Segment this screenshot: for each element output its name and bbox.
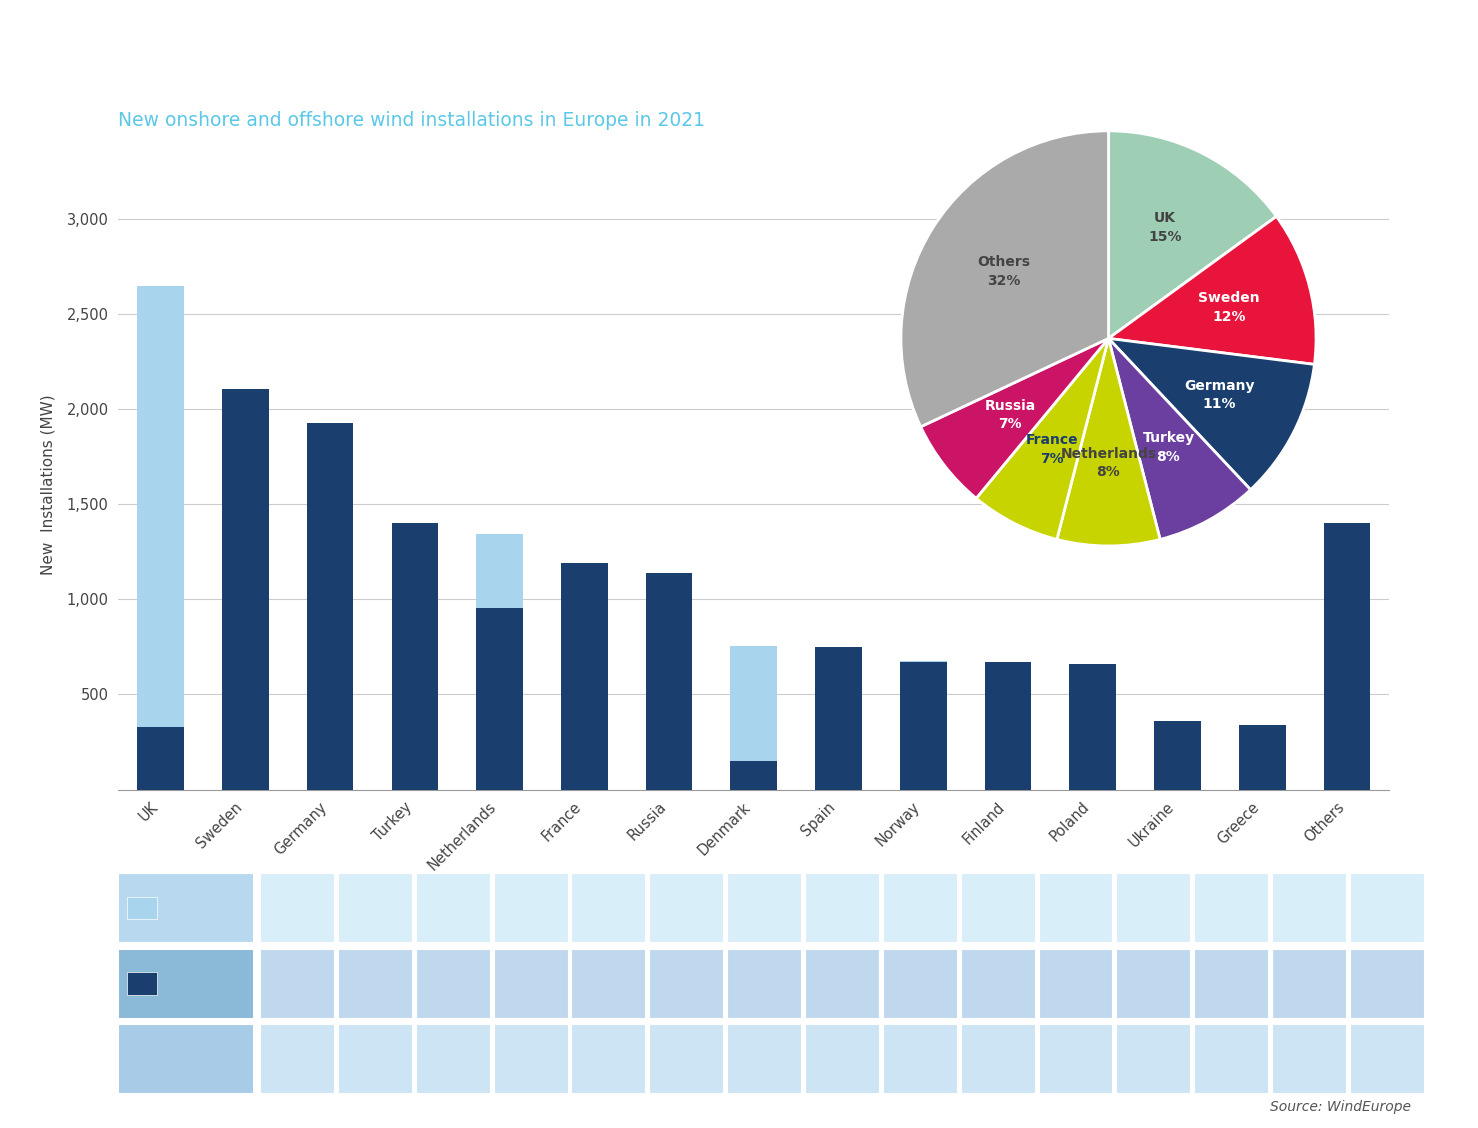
Text: New onshore and offshore wind installations in Europe in 2021: New onshore and offshore wind installati…: [118, 111, 705, 130]
Bar: [900, 662, 946, 790]
Text: 359: 359: [1218, 1052, 1246, 1066]
Bar: [646, 573, 692, 790]
Text: -: -: [684, 901, 689, 915]
Text: 750: 750: [906, 1052, 934, 1066]
Wedge shape: [1108, 338, 1250, 539]
Bar: [1324, 522, 1370, 790]
Text: 2,317: 2,317: [278, 901, 316, 915]
Text: Offshore: Offshore: [166, 901, 225, 915]
Text: 660: 660: [1141, 977, 1166, 990]
Text: 338: 338: [1296, 977, 1323, 990]
Bar: [984, 662, 1032, 790]
Text: Germany
11%: Germany 11%: [1184, 379, 1255, 411]
Text: 359: 359: [1219, 977, 1244, 990]
Text: 2,645: 2,645: [276, 1052, 318, 1066]
Text: Others
32%: Others 32%: [977, 255, 1030, 288]
Wedge shape: [1057, 338, 1160, 546]
Text: 338: 338: [1296, 1052, 1323, 1066]
Text: -: -: [918, 901, 922, 915]
Text: -: -: [1073, 901, 1079, 915]
Text: Total: Total: [133, 1052, 171, 1066]
Text: Netherlands
8%: Netherlands 8%: [1060, 447, 1157, 479]
Text: 1,402: 1,402: [1369, 977, 1406, 990]
Text: UK
15%: UK 15%: [1148, 211, 1182, 244]
Wedge shape: [975, 338, 1108, 539]
Bar: [137, 728, 183, 790]
Text: -: -: [763, 901, 767, 915]
Text: -: -: [451, 901, 455, 915]
Text: -: -: [529, 901, 534, 915]
Wedge shape: [1108, 217, 1315, 364]
Bar: [137, 287, 183, 728]
Wedge shape: [921, 338, 1108, 499]
Bar: [476, 608, 523, 790]
Bar: [1154, 721, 1200, 790]
Bar: [816, 646, 862, 790]
Text: 1,139: 1,139: [745, 977, 783, 990]
Text: 1,402: 1,402: [1367, 1052, 1409, 1066]
Text: -: -: [1151, 901, 1156, 915]
Bar: [222, 389, 269, 790]
Text: 1,400: 1,400: [510, 1052, 553, 1066]
Text: France
7%: France 7%: [1026, 433, 1079, 466]
Text: Onshore: Onshore: [166, 977, 223, 990]
Text: 149: 149: [829, 977, 856, 990]
Wedge shape: [902, 131, 1108, 426]
Text: 2,104: 2,104: [356, 977, 395, 990]
Text: Turkey
8%: Turkey 8%: [1142, 431, 1194, 464]
Text: -: -: [372, 901, 378, 915]
Text: 1,344: 1,344: [588, 1052, 630, 1066]
Text: -: -: [1230, 901, 1234, 915]
Text: 1,139: 1,139: [743, 1052, 785, 1066]
Y-axis label: New  Installations (MW): New Installations (MW): [40, 395, 55, 575]
Wedge shape: [1108, 338, 1314, 490]
Text: 392: 392: [596, 901, 622, 915]
Text: 1,925: 1,925: [433, 1052, 474, 1066]
Text: Sweden
12%: Sweden 12%: [1199, 291, 1259, 324]
Text: 952: 952: [596, 977, 622, 990]
Text: 1,925: 1,925: [435, 977, 473, 990]
Text: 2,104: 2,104: [355, 1052, 396, 1066]
Text: 328: 328: [285, 977, 310, 990]
Text: 672: 672: [986, 977, 1011, 990]
Bar: [1070, 664, 1116, 790]
Text: 676: 676: [984, 1052, 1012, 1066]
Bar: [562, 563, 607, 790]
Text: Russia
7%: Russia 7%: [984, 398, 1036, 431]
Text: 660: 660: [1140, 1052, 1168, 1066]
Text: 4: 4: [995, 901, 1002, 915]
Text: 605: 605: [829, 901, 856, 915]
Text: 671: 671: [1063, 977, 1089, 990]
Wedge shape: [1108, 131, 1277, 338]
Text: -: -: [1385, 901, 1389, 915]
Text: 1,192: 1,192: [668, 977, 706, 990]
Bar: [730, 761, 777, 790]
Text: 754: 754: [829, 1052, 856, 1066]
Bar: [307, 423, 353, 790]
Text: 1,192: 1,192: [667, 1052, 708, 1066]
Bar: [1239, 725, 1286, 790]
Text: -: -: [1307, 901, 1312, 915]
Text: 671: 671: [1063, 1052, 1089, 1066]
Text: 750: 750: [907, 977, 933, 990]
Bar: [730, 646, 777, 761]
Text: 1,400: 1,400: [513, 977, 550, 990]
Bar: [392, 523, 437, 790]
Text: Source: WindEurope: Source: WindEurope: [1271, 1101, 1411, 1114]
Bar: [476, 534, 523, 608]
